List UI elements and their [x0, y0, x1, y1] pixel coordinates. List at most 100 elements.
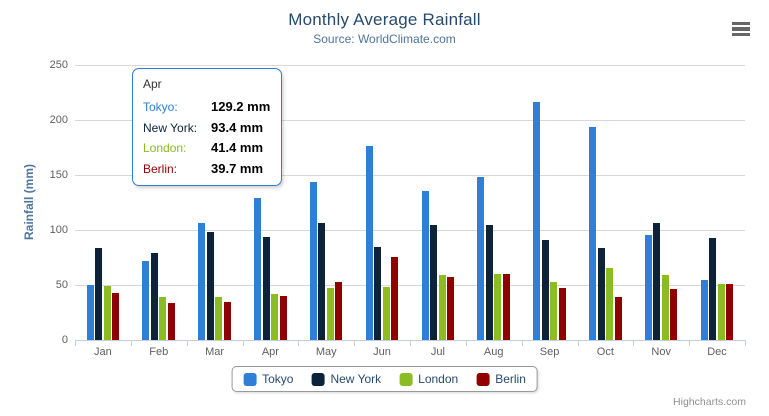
bar-london-dec[interactable] — [717, 283, 725, 340]
tooltip-header: Apr — [143, 77, 162, 91]
x-axis-tick — [745, 340, 746, 346]
bar-new-york-apr[interactable] — [262, 237, 270, 340]
y-axis-label-250: 250 — [49, 59, 68, 71]
bar-new-york-jan[interactable] — [95, 248, 103, 340]
bar-group-nov — [633, 222, 689, 340]
credits-link[interactable]: Highcharts.com — [673, 396, 746, 408]
bar-tokyo-dec[interactable] — [700, 280, 708, 340]
bar-tokyo-jun[interactable] — [365, 146, 373, 340]
bar-berlin-feb[interactable] — [167, 303, 175, 340]
x-axis-tick — [465, 340, 467, 346]
bar-new-york-dec[interactable] — [709, 238, 717, 340]
tooltip-row-tokyo-: Tokyo: 129.2 mm — [143, 97, 271, 118]
tooltip-row-berlin-: Berlin: 39.7 mm — [143, 159, 271, 180]
bar-london-aug[interactable] — [494, 274, 502, 340]
bar-berlin-may[interactable] — [335, 282, 343, 340]
x-axis-tick — [633, 340, 635, 346]
bar-london-oct[interactable] — [606, 268, 614, 340]
bar-london-mar[interactable] — [215, 296, 223, 340]
x-axis-label-nov: Nov — [651, 346, 671, 358]
bar-new-york-jul[interactable] — [430, 224, 438, 340]
x-axis-label-sep: Sep — [539, 346, 560, 358]
bar-london-nov[interactable] — [661, 274, 669, 340]
x-axis-label-jun: Jun — [373, 346, 391, 358]
x-axis-label-oct: Oct — [596, 346, 614, 358]
bar-berlin-apr[interactable] — [279, 296, 287, 340]
legend-label: London — [418, 372, 459, 386]
bar-berlin-dec[interactable] — [726, 283, 734, 340]
gridline-150 — [75, 175, 745, 176]
x-axis-tick — [521, 340, 523, 346]
bar-group-dec — [689, 238, 745, 340]
bar-london-feb[interactable] — [159, 297, 167, 340]
bar-london-may[interactable] — [326, 288, 334, 340]
bar-london-apr[interactable] — [271, 294, 279, 340]
legend-item-tokyo[interactable]: Tokyo — [243, 372, 293, 386]
bar-new-york-mar[interactable] — [206, 231, 214, 340]
bar-london-jun[interactable] — [382, 286, 390, 340]
bar-group-jan — [75, 248, 131, 340]
tooltip-row-london-: London: 41.4 mm — [143, 138, 271, 159]
bar-london-jan[interactable] — [103, 286, 111, 340]
bar-tokyo-jul[interactable] — [421, 190, 429, 340]
bar-berlin-jul[interactable] — [447, 276, 455, 340]
tooltip: Apr Tokyo: 129.2 mm New York: 93.4 mm London… — [132, 68, 282, 186]
bar-new-york-oct[interactable] — [597, 248, 605, 340]
bar-berlin-jun[interactable] — [391, 256, 399, 340]
export-context-menu-button[interactable] — [727, 18, 755, 40]
hamburger-icon — [732, 27, 750, 31]
x-axis-tick — [689, 340, 691, 346]
y-axis-label-150: 150 — [49, 169, 68, 181]
bar-tokyo-may[interactable] — [309, 181, 317, 340]
bar-new-york-feb[interactable] — [150, 253, 158, 340]
bar-group-may — [298, 181, 354, 340]
tooltip-series-value: 39.7 mm — [211, 160, 264, 176]
legend-label: Tokyo — [262, 372, 294, 386]
bar-new-york-jun[interactable] — [374, 247, 382, 340]
bar-tokyo-feb[interactable] — [142, 261, 150, 340]
legend-item-london[interactable]: London — [399, 372, 458, 386]
tooltip-series-value: 93.4 mm — [211, 119, 264, 135]
tooltip-series-label: Tokyo: — [143, 100, 178, 114]
legend-item-new-york[interactable]: New York — [311, 372, 381, 386]
x-axis-tick — [298, 340, 300, 346]
x-axis-label-aug: Aug — [483, 346, 504, 358]
bar-new-york-nov[interactable] — [653, 222, 661, 340]
x-axis-tick — [242, 340, 244, 346]
tooltip-series-label: Berlin: — [143, 161, 178, 176]
x-axis-tick — [75, 340, 76, 346]
bar-berlin-mar[interactable] — [223, 302, 231, 340]
bar-tokyo-aug[interactable] — [477, 176, 485, 340]
bar-new-york-sep[interactable] — [541, 239, 549, 340]
bar-berlin-aug[interactable] — [502, 273, 510, 340]
bar-group-aug — [466, 176, 522, 340]
bar-new-york-aug[interactable] — [485, 225, 493, 340]
x-axis-tick — [354, 340, 356, 346]
legend-item-berlin[interactable]: Berlin — [476, 372, 526, 386]
bar-new-york-may[interactable] — [318, 223, 326, 340]
bar-tokyo-sep[interactable] — [533, 101, 541, 340]
bar-tokyo-mar[interactable] — [198, 222, 206, 340]
bar-tokyo-jan[interactable] — [86, 285, 94, 340]
bar-london-sep[interactable] — [550, 282, 558, 340]
bar-group-jun — [354, 146, 410, 340]
x-axis-label-jan: Jan — [94, 346, 112, 358]
bar-berlin-nov[interactable] — [670, 288, 678, 340]
bar-tokyo-nov[interactable] — [644, 234, 652, 340]
x-axis-tick — [577, 340, 579, 346]
bar-group-sep — [522, 101, 578, 340]
legend-label: New York — [330, 372, 382, 386]
bar-tokyo-oct[interactable] — [589, 126, 597, 340]
y-axis-label-50: 50 — [55, 279, 68, 291]
gridline-50 — [75, 285, 745, 286]
bar-berlin-jan[interactable] — [112, 293, 120, 340]
bar-berlin-sep[interactable] — [558, 287, 566, 340]
legend-swatch-new-york — [311, 372, 325, 386]
x-axis-label-dec: Dec — [707, 346, 727, 358]
x-axis-label-mar: Mar — [205, 346, 225, 358]
bar-tokyo-apr[interactable] — [254, 197, 262, 340]
bar-berlin-oct[interactable] — [614, 297, 622, 340]
tooltip-row-new-york-: New York: 93.4 mm — [143, 118, 271, 139]
bar-london-jul[interactable] — [438, 275, 446, 340]
